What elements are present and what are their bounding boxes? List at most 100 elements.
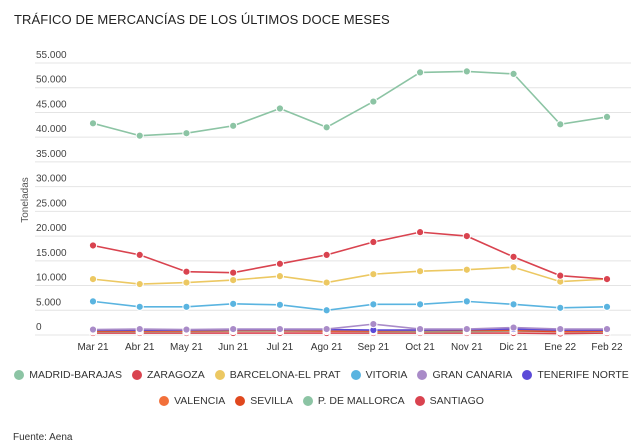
data-point	[369, 270, 378, 279]
data-point	[88, 119, 98, 128]
data-point	[369, 237, 378, 247]
data-point	[369, 300, 378, 309]
data-point	[602, 324, 612, 334]
data-point	[135, 250, 144, 259]
x-tick-label: Jun 21	[218, 342, 248, 353]
data-point	[275, 104, 285, 113]
data-point	[602, 302, 612, 311]
x-tick-label: Nov 21	[451, 342, 483, 353]
legend-label: GRAN CANARIA	[432, 369, 513, 381]
legend-marker-icon	[131, 370, 142, 380]
legend-item[interactable]: ZARAGOZA	[131, 369, 205, 381]
x-tick-label: Ene 22	[544, 342, 576, 353]
source-note: Fuente: Aena	[13, 432, 73, 443]
x-tick-label: Dic 21	[499, 342, 528, 353]
data-point	[415, 324, 425, 334]
line-chart: 0 5.000 10.000 15.000 20.000 25.000 30.000 35.0…	[20, 50, 631, 353]
legend-marker-icon	[302, 396, 313, 406]
series-line-zaragoza	[92, 231, 608, 280]
legend-item[interactable]: GRAN CANARIA	[417, 369, 512, 381]
legend-item[interactable]: TENERIFE NORTE	[522, 369, 629, 381]
data-point	[229, 299, 238, 308]
legend-label: P. DE MALLORCA	[317, 395, 405, 407]
y-tick-label: 40.000	[36, 124, 67, 135]
legend-label: ZARAGOZA	[146, 369, 205, 381]
x-tick-label: Mar 21	[77, 342, 109, 353]
data-point	[509, 69, 518, 78]
data-point	[556, 271, 565, 280]
data-point	[602, 112, 612, 122]
x-tick-label: Abr 21	[125, 342, 155, 353]
data-point	[182, 267, 191, 276]
legend-item[interactable]: P. DE MALLORCA	[302, 395, 405, 407]
legend-item[interactable]: SEVILLA	[235, 395, 293, 407]
data-point	[462, 324, 471, 334]
legend-label: TENERIFE NORTE	[537, 369, 629, 381]
data-point	[275, 259, 285, 268]
data-point	[556, 120, 565, 129]
legend-item[interactable]: VITORIA	[350, 369, 408, 381]
legend-row-2: VALENCIA SEVILLA P. DE MALLORCA SANTIAGO	[0, 395, 643, 407]
legend-item[interactable]: BARCELONA-EL PRAT	[214, 369, 341, 381]
y-tick-label: 25.000	[36, 198, 67, 209]
legend-label: MADRID-BARAJAS	[29, 369, 122, 381]
data-point	[229, 121, 238, 130]
y-tick-label: 20.000	[36, 223, 67, 234]
legend-label: SANTIAGO	[429, 395, 484, 407]
data-point	[509, 252, 518, 261]
legend-marker-icon	[522, 370, 533, 380]
x-tick-label: Ago 21	[311, 342, 343, 353]
legend-marker-icon	[417, 370, 428, 380]
legend-label: SEVILLA	[250, 395, 293, 407]
series-line-barcelona-el-prat	[92, 266, 608, 285]
data-point	[322, 324, 331, 334]
chart-title: TRÁFICO DE MERCANCÍAS DE LOS ÚLTIMOS DOC…	[14, 12, 390, 27]
y-tick-label: 50.000	[36, 75, 67, 86]
data-point	[135, 131, 144, 140]
data-point	[229, 268, 238, 277]
data-point	[322, 123, 331, 132]
legend-marker-icon	[14, 370, 25, 380]
data-point	[369, 320, 378, 329]
data-point	[88, 325, 98, 334]
series-line-madrid-barajas	[92, 70, 608, 137]
data-point	[182, 129, 191, 138]
data-point	[322, 250, 331, 259]
y-tick-label: 35.000	[36, 149, 67, 160]
data-point	[462, 231, 471, 241]
data-point	[229, 324, 238, 334]
x-tick-label: May 21	[170, 342, 203, 353]
data-point	[322, 278, 331, 287]
x-tick-label: Feb 22	[591, 342, 623, 353]
data-point	[275, 272, 285, 281]
data-point	[229, 276, 238, 285]
legend-marker-icon	[159, 396, 170, 406]
data-point	[509, 300, 518, 309]
y-tick-label: 5.000	[36, 297, 61, 308]
legend-label: VALENCIA	[174, 395, 226, 407]
legend-item[interactable]: SANTIAGO	[414, 395, 484, 407]
x-tick-label: Sep 21	[358, 342, 390, 353]
data-point	[602, 275, 612, 284]
y-tick-label: 15.000	[36, 248, 67, 259]
data-point	[462, 265, 471, 274]
data-point	[135, 324, 144, 334]
data-point	[88, 241, 98, 250]
legend-label: VITORIA	[365, 369, 408, 381]
data-point	[182, 325, 191, 334]
legend-item[interactable]: VALENCIA	[159, 395, 225, 407]
y-tick-label: 45.000	[36, 99, 67, 110]
series-line-gran-canaria	[92, 323, 607, 331]
data-point	[275, 324, 285, 334]
legend-marker-icon	[414, 396, 425, 406]
legend-item[interactable]: MADRID-BARAJAS	[14, 369, 122, 381]
data-point	[509, 263, 518, 272]
data-point	[369, 97, 378, 106]
data-point	[135, 302, 144, 311]
legend-row-1: MADRID-BARAJAS ZARAGOZA BARCELONA-EL PRAT V…	[0, 369, 643, 381]
data-point	[182, 278, 191, 287]
data-point	[135, 279, 144, 289]
y-tick-label: 30.000	[36, 174, 67, 185]
data-point	[415, 300, 425, 309]
data-point	[415, 228, 425, 237]
